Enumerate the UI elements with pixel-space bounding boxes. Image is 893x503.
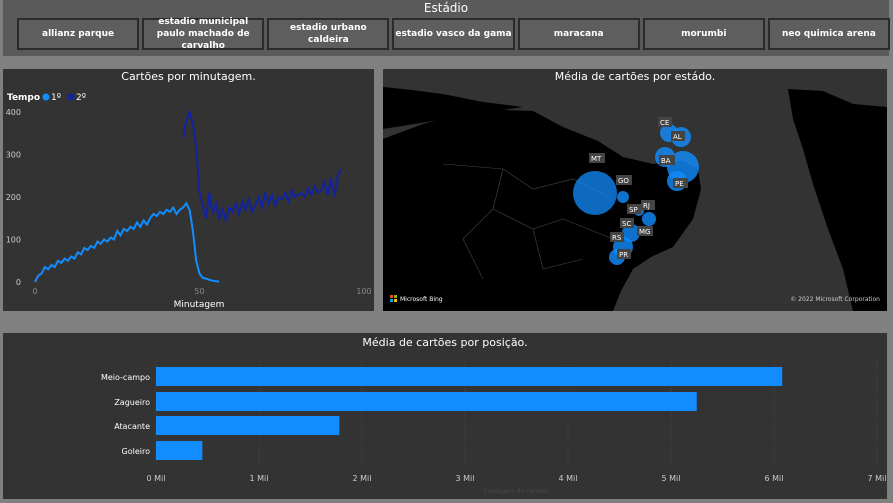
label-ce: CE [660, 119, 669, 127]
bing-logo: Microsoft Bing [390, 295, 443, 303]
y-tick-label: 100 [6, 236, 21, 245]
north-land [383, 87, 523, 129]
y-tick-label: 400 [6, 108, 21, 117]
slicer-button-maracana[interactable]: maracana [517, 18, 640, 50]
label-pr: PR [619, 251, 628, 259]
x-tick-label: 1 Mil [250, 474, 269, 483]
slicer-button-morumbi[interactable]: morumbi [642, 18, 765, 50]
map-title: Média de cartões por estádo. [554, 70, 716, 83]
bar-zagueiro[interactable] [156, 392, 697, 411]
legend-marker-2 [67, 93, 75, 101]
x-tick-label: 0 [32, 287, 37, 296]
category-label: Zagueiro [114, 398, 150, 407]
y-tick-label: 0 [16, 278, 21, 287]
borders [442, 163, 614, 280]
label-al: AL [673, 133, 682, 141]
x-tick-label: 2 Mil [353, 474, 372, 483]
category-label: Atacante [114, 422, 150, 431]
legend-title: Tempo [7, 93, 40, 103]
slicer-button-paulo-machado-de-carvalho[interactable]: estadio municipal paulo machado de carva… [142, 17, 265, 51]
bar-chart-title: Média de cartões por posição. [362, 336, 528, 349]
x-tick-label: 50 [194, 287, 204, 296]
legend-label-1: 1º [51, 93, 61, 103]
slicer-button-urbano-caldeira[interactable]: estadio urbano caldeira [267, 18, 390, 50]
category-label: Goleiro [122, 447, 151, 456]
x-tick-label: 3 Mil [456, 474, 475, 483]
label-ba: BA [661, 157, 671, 165]
bubble-rj[interactable] [642, 212, 656, 226]
bubble-sc[interactable] [622, 224, 640, 242]
label-mg: MG [639, 228, 650, 236]
label-pe: PE [675, 180, 684, 188]
series-line-1[interactable] [34, 201, 220, 283]
x-tick-label: 7 Mil [868, 474, 887, 483]
label-go: GO [618, 177, 629, 185]
bubble-mt[interactable] [573, 171, 617, 215]
y-tick-label: 200 [6, 193, 21, 202]
bar-chart[interactable]: 0 Mil 1 Mil 2 Mil 3 Mil 4 Mil 5 Mil 6 Mil 7 Mil… [3, 333, 887, 499]
y-tick-label: 300 [6, 151, 21, 160]
bar-x-axis-label: Contagem de cartões [484, 488, 549, 495]
map-panel: Média de cartões por estádo. MT GO CE AL… [383, 69, 887, 311]
map-copyright: © 2022 Microsoft Corporation [790, 296, 880, 303]
x-tick-label: 100 [356, 287, 371, 296]
x-tick-label: 6 Mil [765, 474, 784, 483]
slicer-button-allianz-parque[interactable]: allianz parque [17, 18, 140, 50]
state-labels: MT GO CE AL BA PE SP RJ SC MG RS PR [589, 117, 688, 259]
bubble-go[interactable] [617, 191, 629, 203]
line-chart[interactable]: Tempo 1º 2º 0 100 200 300 400 0 50 100 Minutage… [3, 69, 374, 311]
slicer-button-neo-quimica-arena[interactable]: neo quimica arena [767, 18, 890, 50]
line-chart-title: Cartões por minutagem. [121, 70, 256, 83]
label-rs: RS [612, 234, 622, 242]
category-label: Meio-campo [101, 373, 150, 382]
x-tick-label: 5 Mil [662, 474, 681, 483]
line-x-axis-label: Minutagem [174, 300, 225, 310]
africa-land [788, 89, 887, 311]
label-rj: RJ [643, 202, 650, 210]
label-mt: MT [591, 155, 602, 163]
map[interactable]: MT GO CE AL BA PE SP RJ SC MG RS PR Micr… [383, 69, 887, 311]
legend-label-2: 2º [76, 93, 86, 103]
bar-goleiro[interactable] [156, 441, 203, 460]
label-sp: SP [629, 206, 638, 214]
slicer-button-vasco-da-gama[interactable]: estadio vasco da gama [392, 18, 515, 50]
stadium-slicer: Estádio allianz parque estadio municipal… [3, 0, 890, 56]
slicer-buttons: allianz parque estadio municipal paulo m… [17, 17, 890, 51]
legend-marker-1 [42, 93, 50, 101]
slicer-title: Estádio [423, 1, 469, 15]
line-chart-panel: Cartões por minutagem. Tempo 1º 2º 0 100 2… [3, 69, 374, 311]
bar-meio-campo[interactable] [156, 367, 783, 386]
bing-label: Microsoft Bing [400, 296, 443, 303]
x-tick-label: 0 Mil [147, 474, 166, 483]
bar-chart-panel: Média de cartões por posição. 0 Mil 1 Mil… [3, 333, 887, 499]
x-tick-label: 4 Mil [559, 474, 578, 483]
series-line-2[interactable] [182, 108, 342, 225]
bar-atacante[interactable] [156, 416, 340, 435]
label-sc: SC [622, 220, 631, 228]
